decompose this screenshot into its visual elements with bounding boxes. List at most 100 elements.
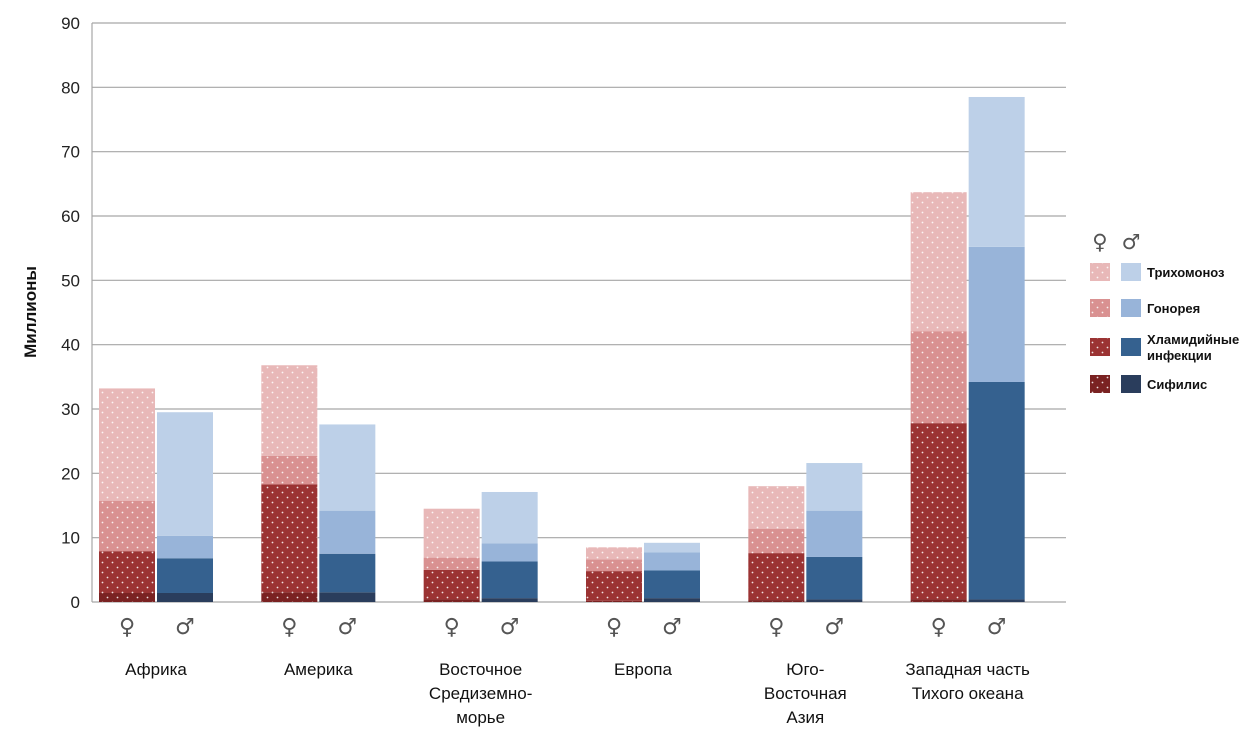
bar-segment-dots — [261, 365, 318, 456]
category-labels: Африка Америка Восточное Средиземно-морье Ев… — [125, 660, 1030, 727]
legend-swatch-male — [1121, 338, 1141, 356]
bar-segment-dots — [261, 484, 318, 593]
y-tick-label: 90 — [61, 14, 80, 33]
female-symbol: ♀ — [444, 615, 460, 640]
y-axis-ticks: 0 10 20 30 40 50 60 70 80 90 — [61, 14, 80, 612]
legend-label: Хламидийные — [1147, 332, 1239, 347]
bar-segment-male-2 — [157, 558, 213, 593]
male-symbol: ♂ — [337, 615, 357, 640]
bar-segment-dots — [586, 559, 642, 572]
bar-segment-dots — [910, 599, 967, 602]
gridlines — [91, 22, 1066, 603]
y-tick-label: 60 — [61, 207, 80, 226]
bar-segment-dots — [423, 508, 480, 558]
category-label: Европа — [614, 660, 672, 679]
bar-segment-dots — [423, 569, 480, 600]
category-label: Африка — [125, 660, 187, 679]
bar-segment-male-2 — [481, 561, 538, 599]
category-label: Азия — [786, 708, 824, 727]
bar-segment-male-3 — [481, 543, 538, 562]
female-symbol: ♀ — [931, 615, 947, 640]
female-symbol: ♀ — [606, 615, 622, 640]
bar-segment-dots — [261, 455, 318, 485]
legend-label: инфекции — [1147, 348, 1212, 363]
y-tick-label: 80 — [61, 78, 80, 97]
male-symbol: ♂ — [175, 615, 195, 640]
y-tick-label: 30 — [61, 400, 80, 419]
bar-segment-dots — [910, 331, 967, 424]
female-symbol: ♀ — [281, 615, 297, 640]
bar-segment-male-3 — [806, 510, 863, 557]
bar-segment-male-2 — [968, 381, 1025, 600]
y-tick-label: 0 — [71, 593, 80, 612]
bar-segment-male-3 — [644, 552, 700, 571]
legend-swatch-male — [1121, 263, 1141, 281]
legend-label: Гонорея — [1147, 301, 1200, 316]
bar-segment-male-4 — [968, 96, 1025, 247]
y-tick-label: 40 — [61, 336, 80, 355]
bars — [99, 96, 1025, 602]
bar-segment-male-1 — [968, 599, 1025, 602]
legend-swatch-male — [1121, 299, 1141, 317]
bar-segment-male-2 — [319, 553, 376, 593]
y-tick-label: 70 — [61, 143, 80, 162]
legend-swatch-dots — [1090, 375, 1110, 393]
category-label: Америка — [284, 660, 353, 679]
bar-segment-dots — [423, 557, 480, 570]
legend-swatch-male — [1121, 375, 1141, 393]
male-symbol: ♂ — [824, 615, 844, 640]
bar-segment-male-2 — [644, 570, 700, 599]
bar-segment-dots — [910, 423, 967, 600]
bar-segment-dots — [910, 192, 967, 332]
bar-segment-male-1 — [319, 592, 376, 602]
category-label: Западная часть — [905, 660, 1030, 679]
male-symbol: ♂ — [500, 615, 520, 640]
bar-segment-male-4 — [806, 463, 863, 511]
category-label: Тихого океана — [912, 684, 1024, 703]
bar-segment-male-2 — [806, 556, 863, 600]
bar-segment-dots — [99, 551, 155, 593]
legend-swatch-dots — [1090, 263, 1110, 281]
legend-label: Сифилис — [1147, 377, 1207, 392]
bar-segment-dots — [99, 388, 155, 501]
female-symbol: ♀ — [119, 615, 135, 640]
category-label: Восточная — [764, 684, 847, 703]
legend-swatch-dots — [1090, 338, 1110, 356]
female-symbol: ♀ — [768, 615, 784, 640]
bar-segment-dots — [748, 486, 805, 529]
bar-segment-male-4 — [481, 491, 538, 544]
bar-segment-male-4 — [157, 412, 213, 536]
bar-segment-dots — [748, 528, 805, 554]
y-axis-label: Миллионы — [21, 266, 40, 358]
bar-segment-dots — [261, 592, 318, 602]
bar-segment-dots — [99, 592, 155, 602]
bar-segment-male-3 — [157, 535, 213, 559]
bar-segment-male-1 — [157, 592, 213, 602]
bar-segment-dots — [586, 547, 642, 560]
y-tick-label: 20 — [61, 464, 80, 483]
bar-segment-male-1 — [644, 598, 700, 602]
male-symbol: ♂ — [662, 615, 682, 640]
y-tick-label: 10 — [61, 529, 80, 548]
sex-markers: ♀ ♂ ♀ ♂ ♀ ♂ ♀ ♂ ♀ ♂ ♀ ♂ — [119, 615, 1007, 640]
bar-segment-dots — [99, 500, 155, 552]
category-label: Юго- — [786, 660, 824, 679]
y-tick-label: 50 — [61, 271, 80, 290]
male-symbol: ♂ — [987, 615, 1007, 640]
bar-segment-male-3 — [968, 246, 1025, 382]
bar-segment-dots — [748, 553, 805, 601]
category-label: морье — [456, 708, 505, 727]
bar-segment-dots — [423, 599, 480, 602]
category-label: Восточное — [439, 660, 522, 679]
legend-label: Трихомоноз — [1147, 265, 1225, 280]
legend-female-symbol: ♀ — [1092, 230, 1107, 254]
legend-swatch-dots — [1090, 299, 1110, 317]
legend-male-symbol: ♂ — [1122, 230, 1141, 254]
bar-segment-dots — [586, 571, 642, 601]
bar-segment-dots — [586, 600, 642, 602]
bar-segment-male-4 — [319, 424, 376, 511]
bar-segment-male-1 — [806, 599, 863, 602]
bar-segment-male-3 — [319, 510, 376, 554]
bar-segment-male-4 — [644, 542, 700, 553]
